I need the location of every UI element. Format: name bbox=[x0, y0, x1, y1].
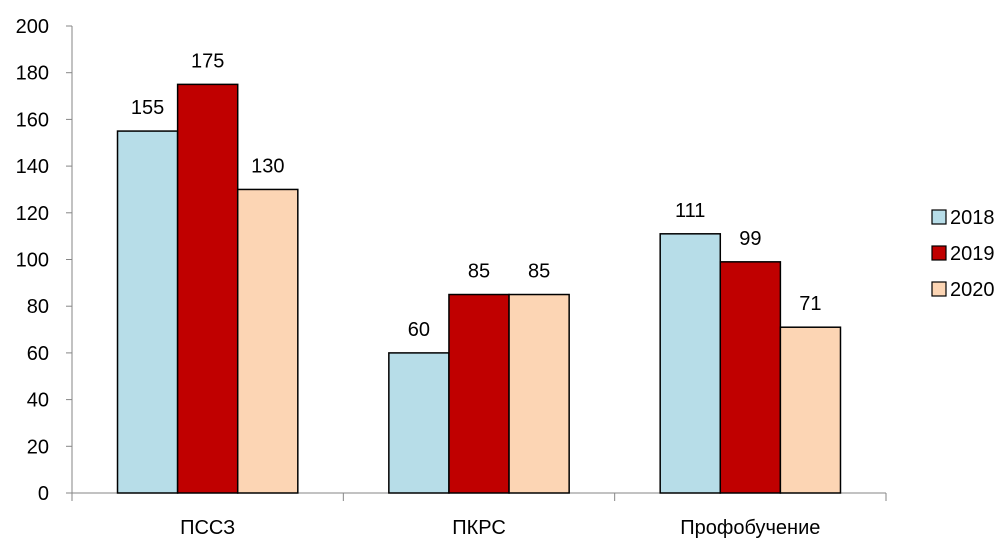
bar-2019 bbox=[719, 261, 782, 494]
bar-2019 bbox=[176, 83, 239, 494]
legend-swatch-2019 bbox=[931, 245, 947, 261]
data-label: 111 bbox=[675, 200, 705, 222]
legend-label: 2018 bbox=[950, 207, 995, 229]
bar-2018 bbox=[388, 352, 450, 494]
category-label: ПКРС bbox=[452, 517, 506, 539]
y-tick-label: 140 bbox=[16, 156, 49, 178]
y-tick-label: 120 bbox=[16, 203, 49, 225]
bars bbox=[116, 83, 842, 494]
legend-label: 2019 bbox=[950, 243, 995, 265]
legend-label: 2020 bbox=[950, 279, 995, 301]
data-label: 85 bbox=[528, 261, 550, 283]
bar-2019 bbox=[448, 293, 510, 494]
y-tick-label: 60 bbox=[27, 343, 49, 365]
data-labels: 155 175 130 60 85 85 111 99 71 bbox=[131, 50, 822, 341]
data-label: 71 bbox=[799, 293, 821, 315]
category-label: ПССЗ bbox=[180, 517, 235, 539]
y-tick-label: 80 bbox=[27, 296, 49, 318]
y-tick-label: 0 bbox=[38, 483, 49, 505]
legend-swatch-2020 bbox=[931, 281, 947, 297]
y-tick-label: 20 bbox=[27, 436, 49, 458]
data-label: 130 bbox=[251, 155, 284, 177]
y-axis: 0 20 40 60 80 100 120 140 160 180 200 bbox=[16, 16, 73, 505]
y-tick-label: 180 bbox=[16, 63, 49, 85]
y-tick-label: 40 bbox=[27, 390, 49, 412]
bar-2020 bbox=[236, 188, 299, 494]
data-label: 155 bbox=[131, 97, 164, 119]
y-tick-label: 100 bbox=[16, 250, 49, 272]
bar-2020 bbox=[508, 293, 570, 494]
bar-2018 bbox=[659, 233, 722, 494]
bar-2018 bbox=[116, 130, 179, 494]
legend: 2018 2019 2020 bbox=[931, 207, 995, 301]
x-axis: ПССЗ ПКРС Профобучение bbox=[71, 492, 887, 539]
data-label: 175 bbox=[191, 50, 224, 72]
data-label: 85 bbox=[468, 261, 490, 283]
y-tick-label: 200 bbox=[16, 16, 49, 38]
y-tick-label: 160 bbox=[16, 109, 49, 131]
legend-swatch-2018 bbox=[931, 209, 947, 225]
bar-2020 bbox=[779, 326, 842, 494]
category-label: Профобучение bbox=[680, 517, 820, 539]
data-label: 60 bbox=[408, 319, 430, 341]
data-label: 99 bbox=[739, 228, 761, 250]
